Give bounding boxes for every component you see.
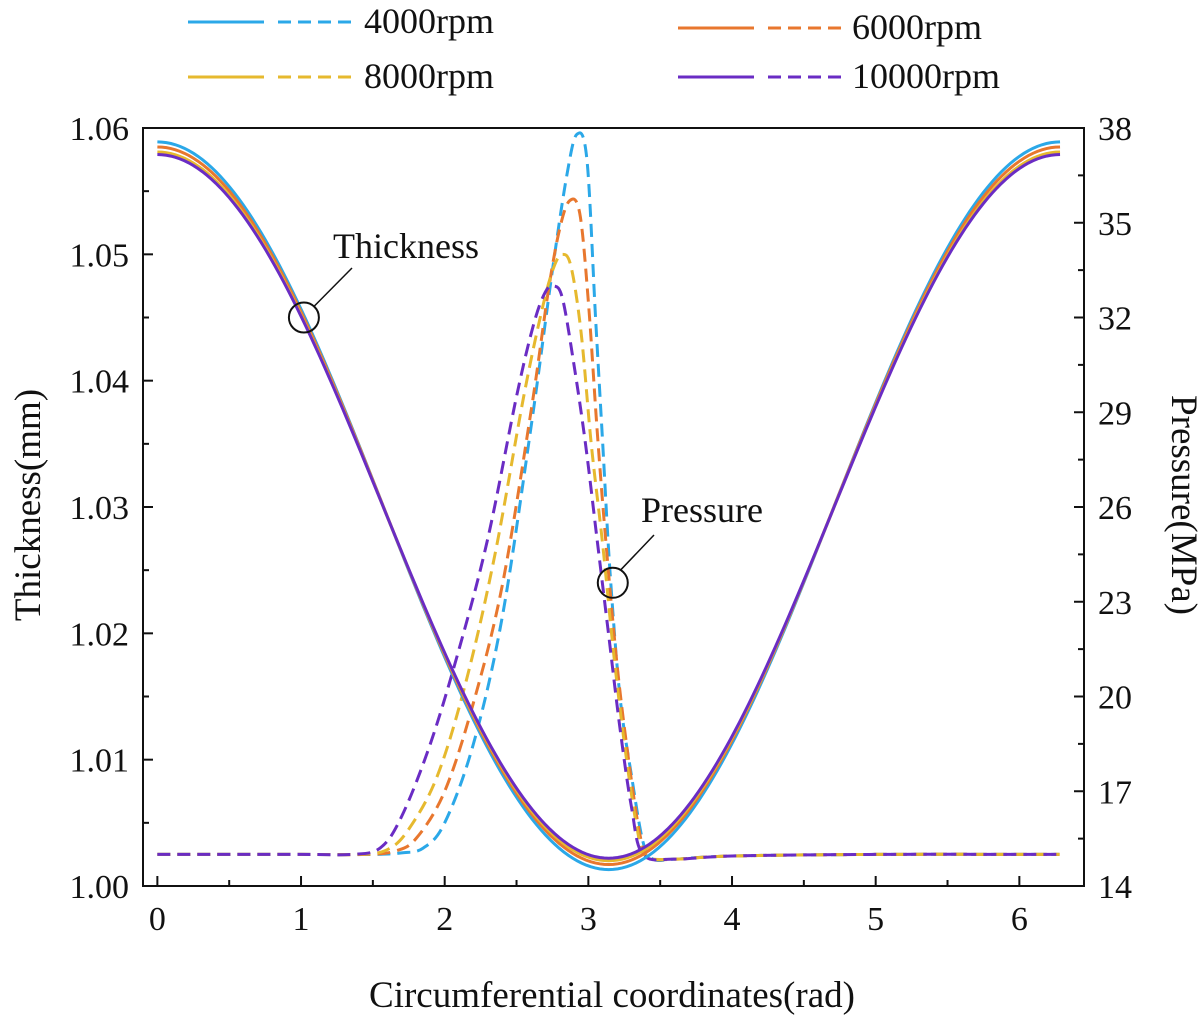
pressure-line-10000rpm bbox=[157, 284, 1060, 862]
thickness-line-10000rpm bbox=[157, 153, 1061, 860]
x-tick-label: 0 bbox=[149, 901, 166, 938]
x-axis-title: Circumferential coordinates(rad) bbox=[369, 975, 855, 1016]
legend-label-8000rpm: 8000rpm bbox=[364, 56, 494, 96]
pressure-line-4000rpm bbox=[157, 131, 1060, 863]
y-right-tick-label: 29 bbox=[1098, 395, 1132, 432]
pressure-line-8000rpm bbox=[157, 252, 1060, 861]
y-left-tick-label: 1.06 bbox=[70, 111, 130, 148]
y-left-tick-label: 1.04 bbox=[70, 364, 130, 401]
y-left-tick-label: 1.01 bbox=[70, 743, 130, 780]
y-axis-title-left: Thickness(mm) bbox=[8, 389, 49, 621]
annotation-pressure-marker bbox=[596, 566, 629, 599]
x-tick-label: 3 bbox=[580, 901, 597, 938]
annotation-thickness-marker bbox=[287, 301, 320, 334]
annotation-thickness-label: Thickness bbox=[333, 226, 479, 266]
x-tick-label: 4 bbox=[724, 901, 741, 938]
y-left-tick-label: 1.05 bbox=[70, 237, 130, 274]
y-left-tick-label: 1.03 bbox=[70, 490, 130, 527]
plot-data bbox=[157, 131, 1061, 872]
y-left-tick-label: 1.02 bbox=[70, 616, 130, 653]
y-right-tick-label: 14 bbox=[1098, 869, 1132, 906]
y-left-tick-label: 1.00 bbox=[70, 869, 130, 906]
legend: 4000rpm 6000rpm 8000rpm 10000rpm bbox=[188, 1, 1000, 96]
axis-ticks: 0 1 2 3 4 5 61.001.011.021.031.041.051.0614172… bbox=[70, 111, 1133, 938]
legend-label-10000rpm: 10000rpm bbox=[852, 56, 1000, 96]
y-right-tick-label: 17 bbox=[1098, 774, 1132, 811]
y-right-tick-label: 32 bbox=[1098, 301, 1132, 338]
x-tick-label: 5 bbox=[867, 901, 884, 938]
legend-label-6000rpm: 6000rpm bbox=[852, 7, 982, 47]
legend-item-10000rpm: 10000rpm bbox=[678, 56, 1000, 96]
thickness-line-8000rpm bbox=[157, 150, 1061, 863]
annotation-pressure-label: Pressure bbox=[641, 490, 763, 530]
x-tick-label: 6 bbox=[1011, 901, 1028, 938]
annotation-thickness: Thickness bbox=[287, 226, 479, 334]
thickness-line-6000rpm bbox=[157, 145, 1061, 867]
annotation-thickness-leader bbox=[313, 267, 353, 308]
y-right-tick-label: 20 bbox=[1098, 680, 1132, 717]
legend-item-6000rpm: 6000rpm bbox=[678, 7, 982, 47]
y-right-tick-label: 26 bbox=[1098, 490, 1132, 527]
legend-item-4000rpm: 4000rpm bbox=[188, 1, 494, 41]
y-axis-title-right: Pressure(MPa) bbox=[1163, 395, 1200, 615]
annotation-pressure: Pressure bbox=[596, 490, 763, 599]
x-tick-label: 2 bbox=[436, 901, 453, 938]
y-right-tick-label: 23 bbox=[1098, 585, 1132, 622]
thickness-line-4000rpm bbox=[157, 140, 1061, 872]
y-right-tick-label: 35 bbox=[1098, 206, 1132, 243]
legend-item-8000rpm: 8000rpm bbox=[188, 56, 494, 96]
x-tick-label: 1 bbox=[293, 901, 310, 938]
plot-frame bbox=[142, 127, 1085, 887]
y-right-tick-label: 38 bbox=[1098, 111, 1132, 148]
annotation-pressure-leader bbox=[620, 534, 655, 571]
legend-label-4000rpm: 4000rpm bbox=[364, 1, 494, 41]
